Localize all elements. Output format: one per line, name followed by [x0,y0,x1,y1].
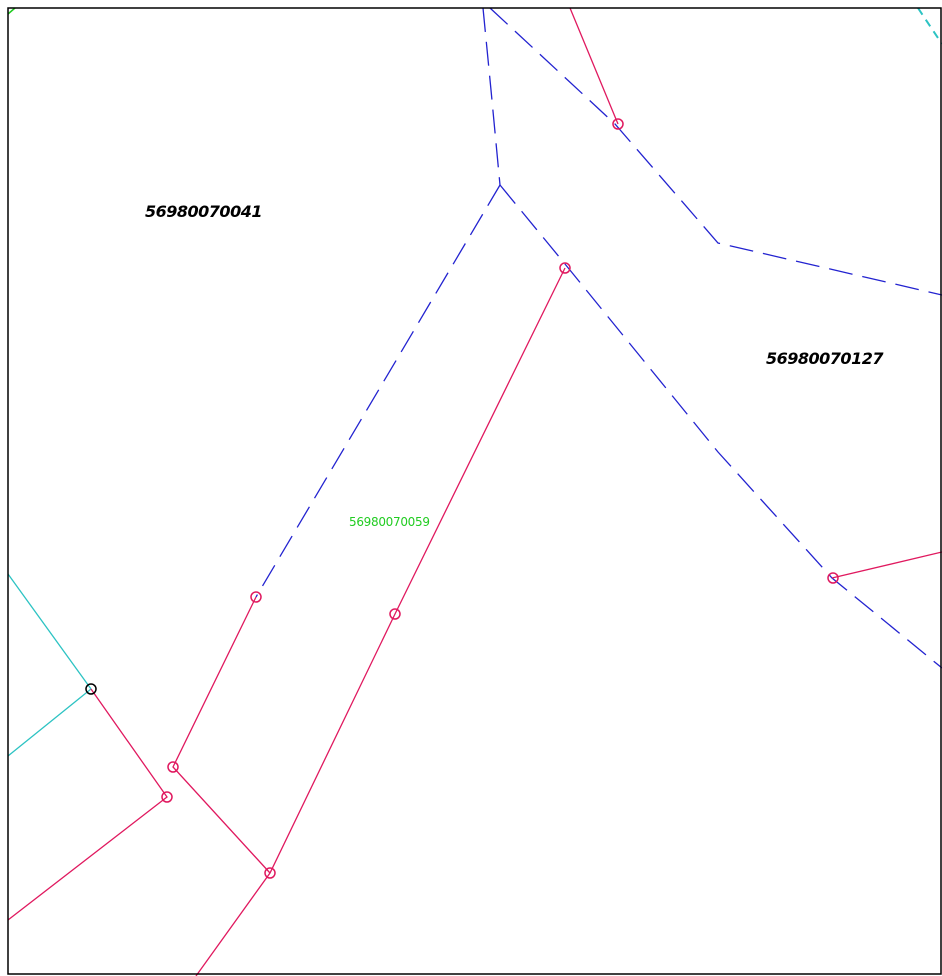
parcel-label-c[interactable]: 56980070059 [349,515,430,529]
red-parcel-boundaries [7,7,942,976]
cyan-boundary-lines [7,573,92,757]
parcel-label-b[interactable]: 56980070127 [766,349,885,368]
black-vertex-marker [85,683,97,695]
red-vertex-markers [161,118,839,879]
cyan-dashed-corner-line [917,7,942,45]
blue-dashed-boundaries [255,7,942,669]
parcel-label-a[interactable]: 56980070041 [145,202,262,221]
map-border [7,7,942,975]
green-corner-tick [7,7,16,15]
